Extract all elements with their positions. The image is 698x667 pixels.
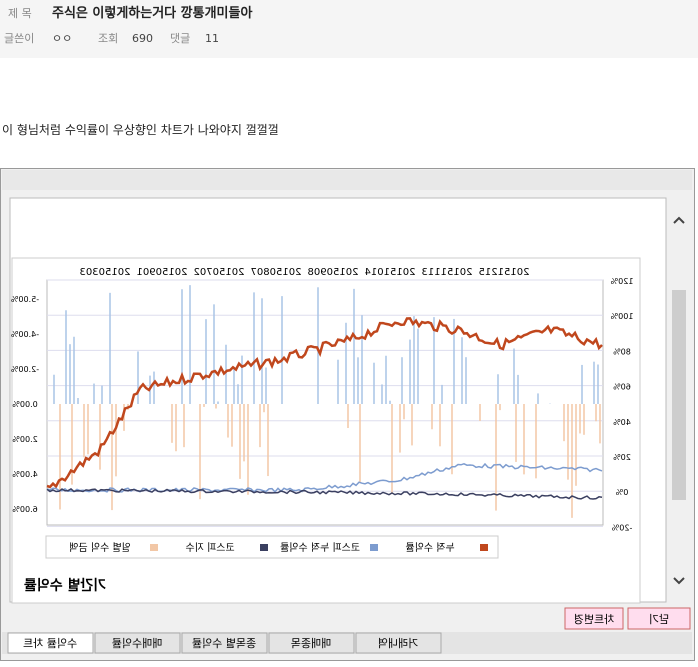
comments-label: 댓글 bbox=[170, 32, 190, 45]
series-line bbox=[46, 317, 603, 489]
scroll-arrows bbox=[673, 216, 685, 585]
axis-label: 120% bbox=[610, 277, 633, 286]
views: 690 bbox=[132, 32, 153, 45]
axis-label: -20% bbox=[611, 523, 632, 532]
axis-label: 40% bbox=[613, 418, 631, 427]
tab-label: 매매수익률 bbox=[112, 637, 163, 650]
legend-swatch bbox=[260, 544, 268, 551]
legend-label: 누적 수익률 bbox=[405, 542, 454, 554]
legend-label: 코스피 지수 bbox=[185, 542, 234, 554]
date-label: 20150702 bbox=[194, 267, 245, 278]
legend-label: 일별 수익 금액 bbox=[69, 542, 131, 554]
date-label: 20151215 bbox=[479, 267, 530, 278]
post-title: 주식은 이렇게하는거다 깡통개미들아 bbox=[52, 5, 252, 21]
legend-swatch bbox=[150, 544, 158, 551]
legend-label: 코스피 누적 수익률 bbox=[280, 542, 360, 554]
scroll-thumb[interactable] bbox=[672, 290, 686, 500]
tab[interactable] bbox=[7, 632, 94, 654]
axis-label: 0% bbox=[615, 488, 628, 497]
tab[interactable] bbox=[181, 632, 268, 654]
date-label: 20150807 bbox=[251, 267, 302, 278]
tab-label: 매매종목 bbox=[291, 637, 331, 650]
tab-label: 수익률 차트 bbox=[23, 637, 77, 650]
axis-label: -4.00% bbox=[10, 330, 39, 339]
tab-label: 종목별 수익률 bbox=[192, 637, 256, 650]
author-label: 글쓴이 bbox=[4, 32, 34, 45]
axis-label: 6.00% bbox=[12, 505, 38, 514]
button[interactable] bbox=[564, 607, 624, 630]
axis-label: 4.00% bbox=[12, 470, 38, 479]
comments: 11 bbox=[205, 32, 219, 45]
series-line bbox=[46, 487, 603, 500]
views-label: 조회 bbox=[98, 32, 118, 45]
axis-label: 20% bbox=[613, 453, 631, 462]
button-label[interactable]: 차트변경 bbox=[574, 613, 614, 626]
post-header bbox=[0, 0, 698, 58]
date-label: 20150908 bbox=[308, 267, 359, 278]
axis-label: -2.00% bbox=[10, 365, 39, 374]
plot-area bbox=[46, 279, 604, 526]
author: ㅇㅇ bbox=[52, 32, 72, 45]
tab[interactable] bbox=[355, 632, 442, 654]
date-label: 20150303 bbox=[80, 267, 131, 278]
toolbar bbox=[2, 170, 692, 190]
axis-label: 100% bbox=[610, 312, 633, 321]
date-label: 20150901 bbox=[137, 267, 188, 278]
axis-label: 60% bbox=[613, 383, 631, 392]
title-label: 제 목 bbox=[8, 7, 32, 20]
button-label[interactable]: 닫기 bbox=[649, 613, 669, 626]
legend bbox=[45, 535, 499, 559]
chart-caption: 기간별 수익률 bbox=[24, 577, 106, 594]
date-label: 20151014 bbox=[365, 267, 416, 278]
axis-label: 0.00% bbox=[12, 400, 38, 409]
legend-swatch bbox=[480, 544, 488, 551]
button[interactable] bbox=[627, 607, 691, 630]
axis-label: 2.00% bbox=[12, 435, 38, 444]
axis-label: -5.00% bbox=[10, 295, 39, 304]
tab-label: 거래내역 bbox=[378, 637, 418, 650]
tab[interactable] bbox=[94, 632, 181, 654]
date-label: 20151113 bbox=[422, 267, 473, 278]
tab[interactable] bbox=[268, 632, 355, 654]
post-text: 이 형님처럼 수익률이 우상향인 차트가 나와야지 껄껄껄 bbox=[2, 123, 279, 137]
axis-label: 80% bbox=[613, 347, 631, 356]
legend-swatch bbox=[370, 544, 378, 551]
